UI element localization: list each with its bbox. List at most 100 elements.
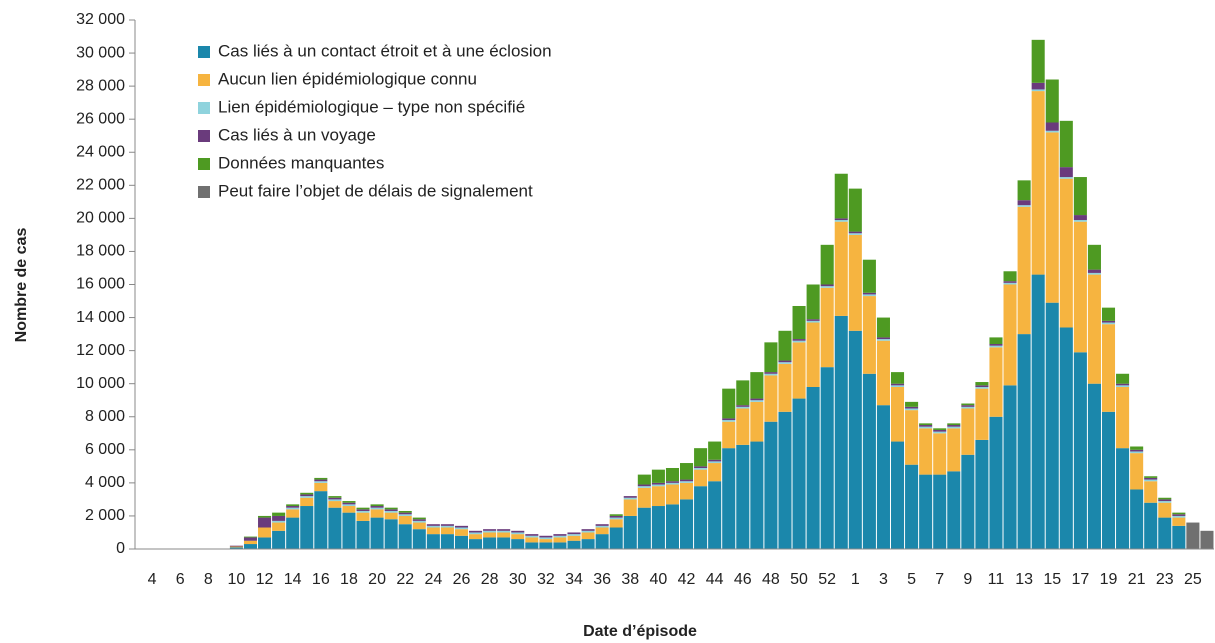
bar-segment [370, 504, 384, 507]
bar-segment [736, 380, 750, 406]
bar-segment [1031, 89, 1045, 92]
bar-segment [426, 524, 440, 526]
bar-segment [609, 514, 623, 516]
bar-segment [637, 507, 651, 549]
x-tick-label: 10 [228, 571, 246, 588]
bar-segment [778, 411, 792, 549]
bar-segment [1130, 446, 1144, 450]
bar-segment [947, 423, 961, 426]
bar-segment [314, 491, 328, 549]
bar-segment [1130, 453, 1144, 490]
bar-segment [497, 530, 511, 533]
bar-segment [1003, 385, 1017, 549]
bar-segment [328, 496, 342, 498]
bar-segment [272, 522, 286, 531]
bar-segment [623, 515, 637, 549]
bar-segment [1045, 130, 1059, 133]
bar-segment [356, 507, 370, 510]
bar-segment [1087, 383, 1101, 549]
bar-segment [947, 471, 961, 549]
bar-segment [469, 530, 483, 533]
bar-segment [1059, 327, 1073, 549]
bar-segment [848, 330, 862, 549]
y-tick-label: 32 000 [76, 11, 125, 28]
bar-segment [834, 221, 848, 316]
bar-segment [919, 474, 933, 549]
bar-segment [1158, 502, 1172, 518]
bar-segment [694, 467, 708, 470]
y-tick-label: 14 000 [76, 309, 125, 326]
bar-segment [454, 529, 469, 536]
bar-segment [933, 474, 947, 549]
bar-segment [862, 292, 876, 295]
y-tick-label: 2 000 [85, 507, 125, 524]
bar-segment [1101, 324, 1116, 412]
y-tick-label: 26 000 [76, 110, 125, 127]
bar-segment [848, 233, 862, 235]
bar-segment [1130, 489, 1144, 549]
bar-segment [384, 509, 398, 511]
bar-segment [736, 444, 750, 549]
bar-segment [764, 342, 778, 373]
bar-segment [609, 519, 623, 528]
y-tick-label: 10 000 [76, 375, 125, 392]
bar-segment [384, 510, 398, 513]
bar-segment [1045, 302, 1059, 549]
x-tick-label: 15 [1043, 571, 1061, 588]
bar-segment [1200, 530, 1214, 549]
bar-segment [680, 479, 694, 482]
bar-segment [1144, 477, 1158, 480]
bar-segment [1087, 274, 1101, 384]
bar-segment [1031, 274, 1045, 549]
bar-segment [581, 529, 595, 531]
bar-segment [905, 406, 919, 409]
x-tick-label: 22 [396, 571, 414, 588]
bar-segment [961, 406, 975, 409]
x-tick-label: 25 [1184, 571, 1202, 588]
bar-segment [1087, 244, 1101, 270]
bar-segment [525, 537, 539, 543]
bar-segment [905, 408, 919, 411]
x-tick-label: 34 [565, 571, 583, 588]
bar-segment [708, 459, 722, 462]
x-tick-label: 9 [963, 571, 972, 588]
bar-segment [595, 527, 609, 535]
bar-segment [243, 540, 258, 545]
bar-segment [890, 383, 905, 386]
bar-segment [623, 497, 637, 500]
x-tick-label: 26 [453, 571, 471, 588]
bar-segment [469, 532, 483, 535]
bar-segment [862, 373, 876, 549]
bar-segment [961, 403, 975, 406]
bar-segment [440, 527, 454, 535]
bar-segment [356, 520, 370, 549]
bar-segment [272, 512, 286, 516]
bar-segment [806, 320, 820, 323]
legend-swatch [198, 186, 210, 198]
bar-segment [890, 386, 905, 442]
bar-segment [370, 517, 384, 549]
bar-segment [637, 474, 651, 485]
bar-segment [1158, 497, 1172, 500]
bar-segment [919, 428, 933, 475]
bar-segment [356, 510, 370, 513]
bar-segment [412, 529, 426, 549]
bar-segment [1101, 307, 1116, 321]
y-tick-label: 22 000 [76, 177, 125, 194]
bar-segment [243, 537, 258, 541]
bar-segment [651, 506, 665, 549]
bar-segment [989, 345, 1003, 348]
legend-swatch [198, 130, 210, 142]
x-tick-label: 1 [851, 571, 860, 588]
x-tick-label: 36 [593, 571, 611, 588]
bar-segment [567, 532, 581, 535]
bar-segment [229, 547, 243, 549]
bar-segment [454, 525, 469, 528]
bar-segment [862, 296, 876, 374]
y-tick-label: 20 000 [76, 210, 125, 227]
bar-segment [1031, 39, 1045, 83]
x-tick-label: 38 [621, 571, 639, 588]
bar-segment [1101, 320, 1116, 323]
x-tick-label: 12 [256, 571, 274, 588]
bar-segment [609, 527, 623, 549]
